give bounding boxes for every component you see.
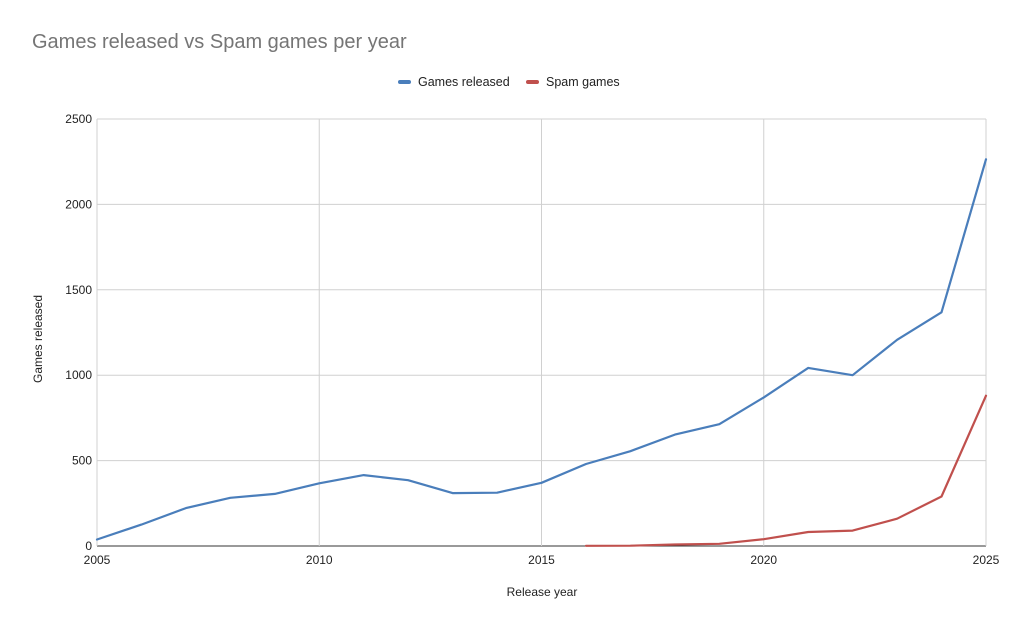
x-tick-label: 2020 [750, 553, 777, 567]
series-line-games-released [95, 158, 988, 541]
y-tick-label: 0 [85, 539, 92, 553]
x-axis-label: Release year [507, 585, 578, 599]
chart-title: Games released vs Spam games per year [32, 31, 407, 53]
y-tick-label: 2000 [65, 197, 92, 211]
y-tick-label: 1000 [65, 368, 92, 382]
tick-labels: 0 500 1000 1500 2000 2500 2005 2010 2015 2020 2025 [65, 112, 999, 567]
x-tick-label: 2025 [973, 553, 1000, 567]
y-axis-label: Games released [31, 295, 45, 383]
y-tick-label: 2500 [65, 112, 92, 126]
legend-swatch-spam-games [526, 80, 539, 84]
legend: Games released Spam games [0, 75, 1018, 93]
x-tick-label: 2015 [528, 553, 555, 567]
legend-label-spam-games: Spam games [546, 75, 620, 89]
legend-item-spam-games[interactable]: Spam games [526, 75, 620, 89]
y-tick-label: 1500 [65, 283, 92, 297]
y-tick-label: 500 [72, 454, 92, 468]
legend-label-games-released: Games released [418, 75, 510, 89]
legend-swatch-games-released [398, 80, 411, 84]
legend-item-games-released[interactable]: Games released [398, 75, 510, 89]
series-lines [95, 158, 988, 547]
x-tick-label: 2005 [84, 553, 111, 567]
x-tick-label: 2010 [306, 553, 333, 567]
gridlines [96, 118, 987, 547]
series-line-spam-games [584, 394, 988, 547]
